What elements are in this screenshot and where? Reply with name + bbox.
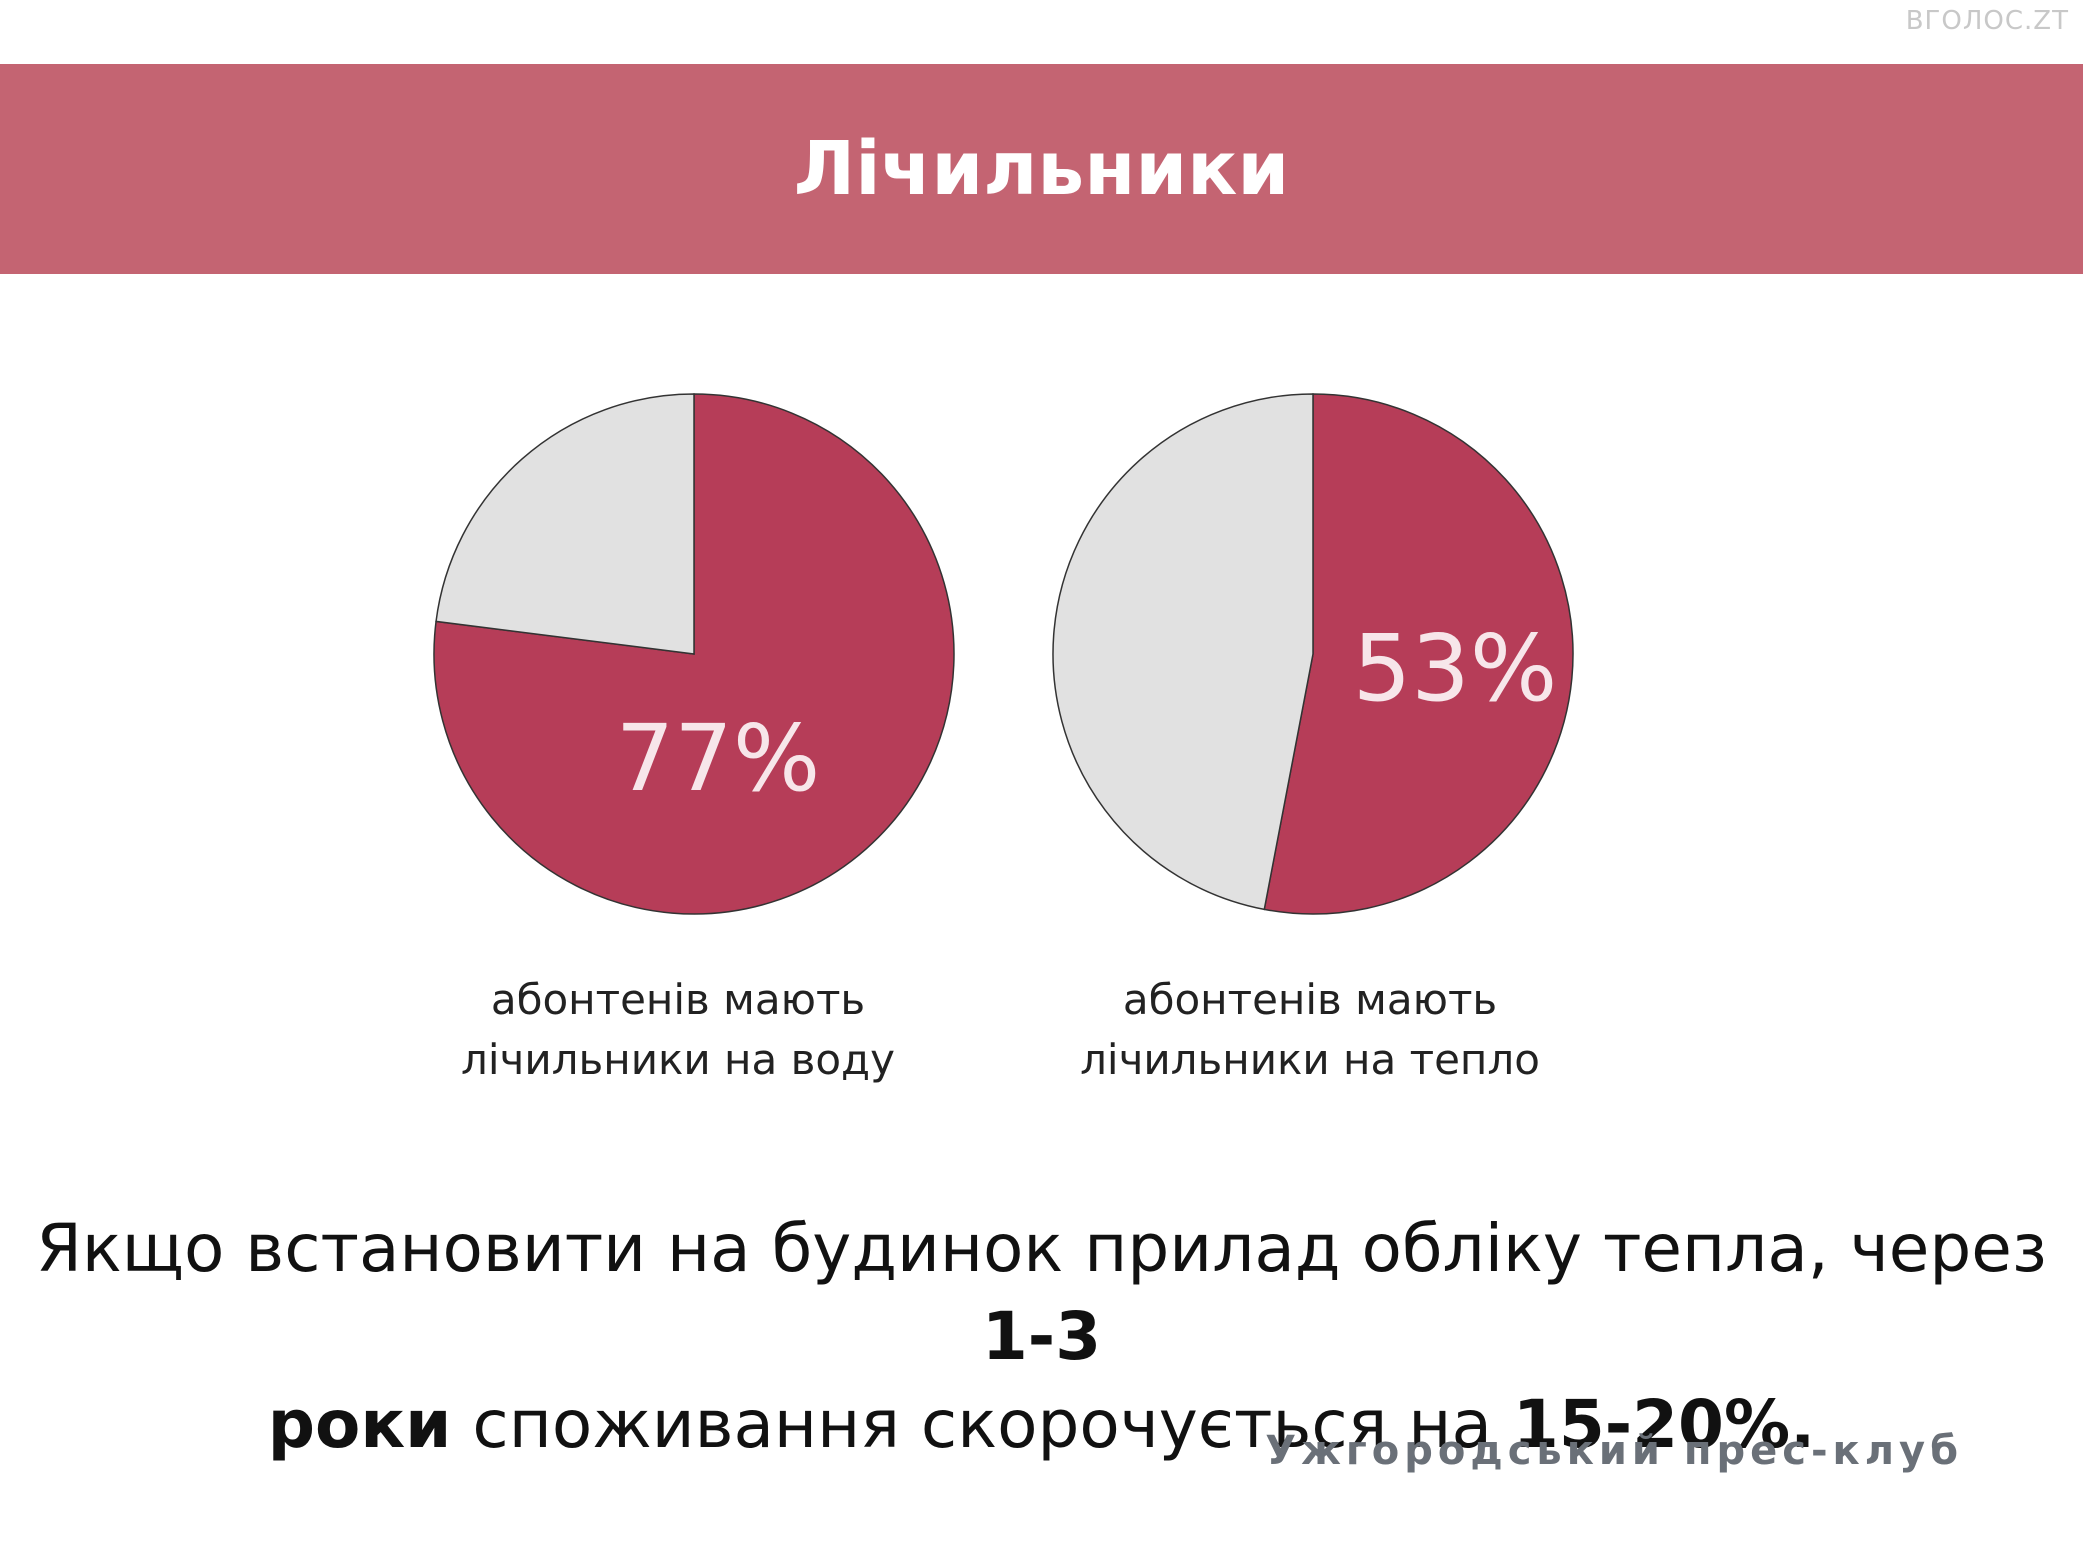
caption-water-line1: абонтенів мають bbox=[490, 975, 866, 1024]
statement-part1: Якщо встановити на будинок прилад обліку… bbox=[36, 1210, 2047, 1287]
pie-label-heat: 53% bbox=[1353, 615, 1557, 722]
pie-slice-heat-no-meters bbox=[1052, 393, 1314, 911]
page-title: Лічильники bbox=[793, 126, 1290, 212]
caption-heat-line2: лічильники на тепло bbox=[1080, 1035, 1540, 1084]
title-banner: Лічильники bbox=[0, 64, 2083, 274]
statement-bold-percent: 15-20%. bbox=[1512, 1386, 1816, 1463]
statement-bold-years: 1-3 bbox=[981, 1298, 1102, 1375]
summary-statement: Якщо встановити на будинок прилад обліку… bbox=[0, 1205, 2083, 1469]
footer-credit: Ужгородський прес-клуб bbox=[1265, 1428, 1963, 1474]
caption-water-line2: лічильники на воду bbox=[461, 1035, 895, 1084]
pie-slice-heat-meters bbox=[1263, 393, 1574, 915]
statement-bold-years-word: роки bbox=[267, 1386, 452, 1463]
caption-heat: абонтенів мають лічильники на тепло bbox=[1000, 970, 1620, 1090]
caption-water: абонтенів мають лічильники на воду bbox=[368, 970, 988, 1090]
watermark-logo: ВГОЛОС.ZT bbox=[1905, 6, 2069, 36]
pie-chart-heat: 53% bbox=[1052, 393, 1574, 915]
pie-label-water: 77% bbox=[616, 705, 820, 812]
statement-part2: споживання скорочується на bbox=[451, 1386, 1513, 1463]
caption-heat-line1: абонтенів мають bbox=[1122, 975, 1498, 1024]
pie-chart-water: 77% bbox=[433, 393, 955, 915]
pie-slice-water-no-meters bbox=[435, 393, 695, 655]
